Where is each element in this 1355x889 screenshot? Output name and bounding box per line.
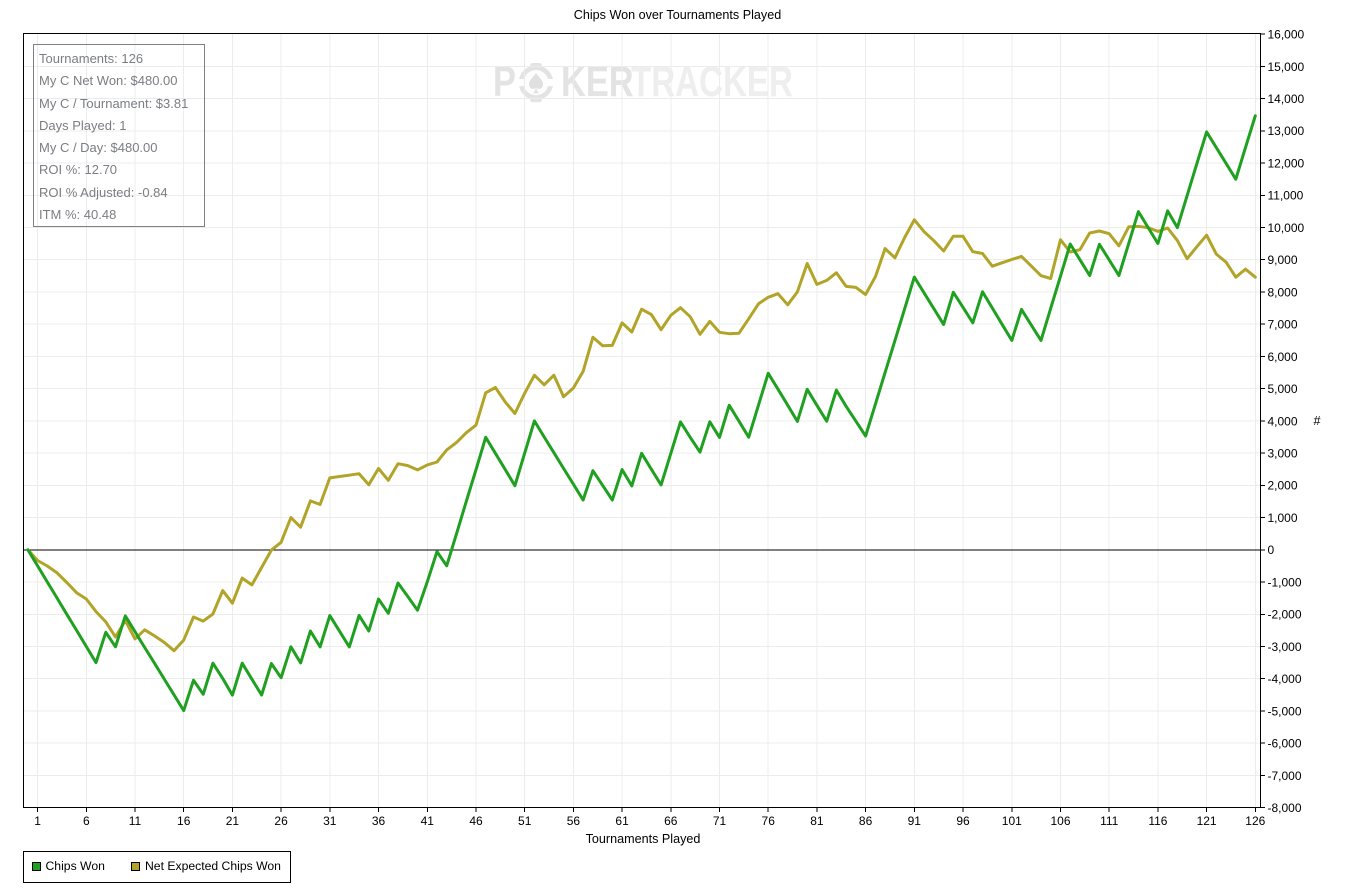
svg-text:91: 91 xyxy=(908,814,922,828)
svg-text:-2,000: -2,000 xyxy=(1268,608,1302,622)
svg-text:2,000: 2,000 xyxy=(1268,479,1298,493)
svg-text:-7,000: -7,000 xyxy=(1268,769,1302,783)
svg-text:36: 36 xyxy=(372,814,386,828)
svg-text:126: 126 xyxy=(1245,814,1265,828)
svg-text:86: 86 xyxy=(859,814,873,828)
svg-text:-3,000: -3,000 xyxy=(1268,640,1302,654)
svg-text:26: 26 xyxy=(274,814,288,828)
svg-text:76: 76 xyxy=(762,814,776,828)
svg-text:31: 31 xyxy=(323,814,337,828)
svg-text:-1,000: -1,000 xyxy=(1268,575,1302,589)
svg-text:56: 56 xyxy=(567,814,581,828)
svg-text:11: 11 xyxy=(129,814,142,828)
svg-text:106: 106 xyxy=(1050,814,1070,828)
svg-text:16: 16 xyxy=(177,814,191,828)
svg-text:51: 51 xyxy=(518,814,532,828)
svg-text:8,000: 8,000 xyxy=(1268,285,1298,299)
svg-text:16,000: 16,000 xyxy=(1268,28,1305,42)
svg-text:-5,000: -5,000 xyxy=(1268,704,1302,718)
svg-text:41: 41 xyxy=(421,814,435,828)
svg-text:1,000: 1,000 xyxy=(1268,511,1298,525)
svg-text:66: 66 xyxy=(664,814,678,828)
svg-text:3,000: 3,000 xyxy=(1268,447,1298,461)
svg-text:9,000: 9,000 xyxy=(1268,253,1298,267)
svg-text:-8,000: -8,000 xyxy=(1268,801,1302,815)
svg-text:6: 6 xyxy=(83,814,90,828)
svg-text:12,000: 12,000 xyxy=(1268,157,1305,171)
svg-text:4,000: 4,000 xyxy=(1268,414,1298,428)
svg-text:21: 21 xyxy=(226,814,240,828)
svg-text:116: 116 xyxy=(1148,814,1167,828)
svg-text:10,000: 10,000 xyxy=(1268,221,1305,235)
svg-text:121: 121 xyxy=(1197,814,1217,828)
svg-text:-4,000: -4,000 xyxy=(1268,672,1302,686)
svg-text:81: 81 xyxy=(810,814,824,828)
svg-text:61: 61 xyxy=(615,814,629,828)
svg-text:6,000: 6,000 xyxy=(1268,350,1298,364)
svg-text:0: 0 xyxy=(1268,543,1275,557)
svg-text:46: 46 xyxy=(469,814,483,828)
svg-text:-6,000: -6,000 xyxy=(1268,737,1302,751)
svg-text:7,000: 7,000 xyxy=(1268,318,1298,332)
svg-text:101: 101 xyxy=(1002,814,1022,828)
svg-text:13,000: 13,000 xyxy=(1268,124,1305,138)
svg-text:14,000: 14,000 xyxy=(1268,92,1305,106)
svg-text:15,000: 15,000 xyxy=(1268,60,1305,74)
svg-text:11,000: 11,000 xyxy=(1268,189,1304,203)
svg-text:71: 71 xyxy=(713,814,727,828)
svg-text:5,000: 5,000 xyxy=(1268,382,1298,396)
svg-text:111: 111 xyxy=(1100,814,1119,828)
svg-text:1: 1 xyxy=(34,814,41,828)
svg-text:96: 96 xyxy=(956,814,970,828)
